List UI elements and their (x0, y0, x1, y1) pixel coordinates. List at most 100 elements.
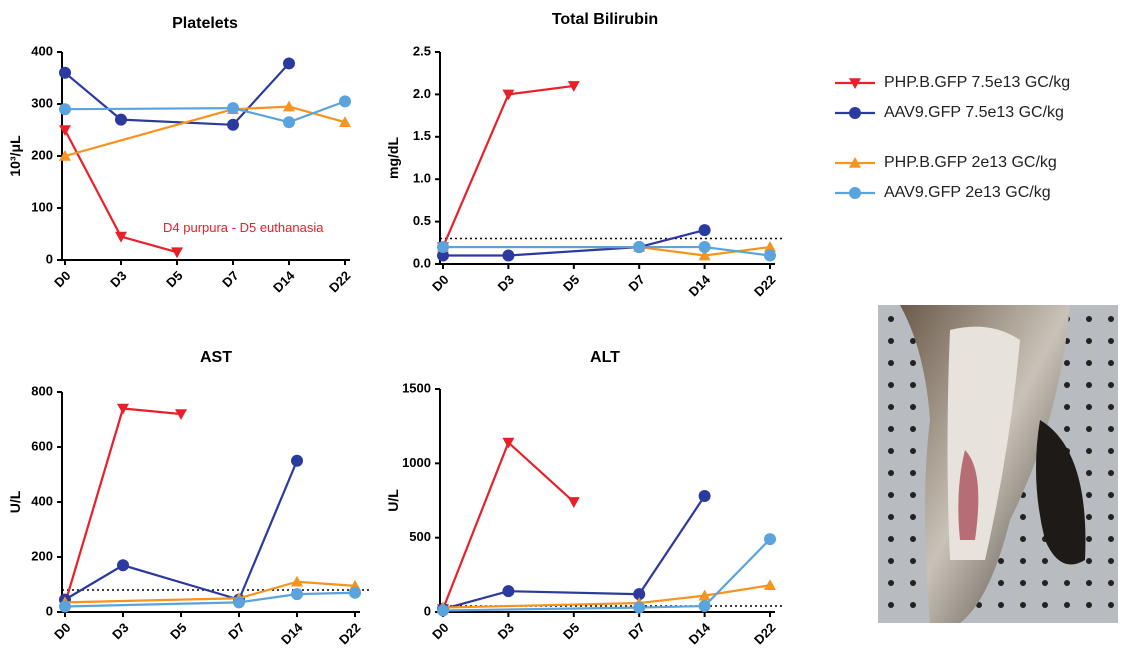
series-segment (508, 86, 573, 94)
y-tick-label: 600 (31, 438, 53, 453)
marker (291, 588, 303, 600)
marker (227, 102, 239, 114)
y-tick-label: 100 (31, 199, 53, 214)
series-segment (443, 603, 639, 607)
x-tick-label: D3 (495, 620, 517, 642)
series-segment (508, 443, 573, 502)
series-segment (443, 608, 639, 611)
series-segment (639, 496, 704, 594)
photo (878, 305, 1118, 623)
figure: Platelets 10³/μL 0 100 200 300 400 D0 D3 D5 D7 D14 D… (0, 0, 1124, 653)
x-tick-label: D14 (686, 271, 714, 299)
chart-title: AST (200, 349, 232, 366)
series-segment (297, 582, 355, 586)
marker (171, 247, 183, 258)
series-segment (65, 108, 233, 109)
legend-entry: AAV9.GFP 2e13 GC/kg (835, 184, 1051, 201)
legend-marker (849, 187, 861, 199)
marker (227, 119, 239, 131)
marker (764, 533, 776, 545)
y-tick-label: 1.5 (413, 128, 431, 143)
x-tick-label: D5 (560, 620, 582, 642)
x-tick-label: D7 (225, 620, 247, 642)
marker (117, 559, 129, 571)
marker (633, 602, 645, 614)
legend-label: AAV9.GFP 7.5e13 GC/kg (884, 104, 1064, 121)
marker (699, 600, 711, 612)
marker (349, 587, 361, 599)
y-tick-label: 0 (46, 603, 53, 618)
legend-entry: PHP.B.GFP 7.5e13 GC/kg (835, 74, 1070, 91)
x-tick-label: D14 (270, 267, 298, 295)
series-segment (443, 94, 508, 247)
x-tick-label: D0 (51, 268, 73, 290)
y-tick-label: 300 (31, 95, 53, 110)
x-tick-label: D7 (219, 268, 241, 290)
chart: ASTU/L0200400600800D0D3D5D7D14D22 (7, 349, 370, 647)
annotation: D4 purpura - D5 euthanasia (163, 220, 324, 235)
x-tick-label: D14 (278, 619, 306, 647)
marker (59, 67, 71, 79)
marker (283, 116, 295, 128)
marker (437, 605, 449, 617)
y-tick-label: 0.0 (413, 255, 431, 270)
y-tick-label: 0 (424, 603, 431, 618)
series-segment (639, 596, 704, 603)
series-segment (65, 409, 123, 604)
series-segment (233, 107, 289, 110)
series-segment (705, 539, 770, 606)
series-segment (65, 109, 233, 156)
series-segment (65, 73, 121, 120)
y-tick-label: 0 (46, 251, 53, 266)
series-segment (65, 130, 121, 237)
marker (699, 490, 711, 502)
marker (633, 241, 645, 253)
series-segment (65, 565, 123, 599)
legend-marker (849, 107, 861, 119)
marker (764, 579, 776, 590)
y-tick-label: 400 (31, 43, 53, 58)
y-tick-label: 1000 (402, 455, 431, 470)
legend-label: AAV9.GFP 2e13 GC/kg (884, 184, 1051, 201)
y-axis-label: 10³/μL (7, 135, 23, 177)
x-tick-label: D0 (429, 272, 451, 294)
series-segment (297, 593, 355, 594)
x-tick-label: D5 (163, 268, 185, 290)
marker (502, 250, 514, 262)
series-segment (123, 565, 239, 599)
chart: Platelets 10³/μL 0 100 200 300 400 D0 D3 D5 D7 D14 D… (7, 15, 354, 295)
y-axis-label: mg/dL (385, 137, 401, 179)
x-tick-label: D5 (560, 272, 582, 294)
y-tick-label: 2.5 (413, 43, 431, 58)
x-tick-label: D14 (686, 619, 714, 647)
y-tick-label: 500 (409, 529, 431, 544)
series-segment (639, 247, 704, 255)
series-segment (65, 598, 239, 602)
legend-entry: PHP.B.GFP 2e13 GC/kg (835, 154, 1057, 171)
legend-entry: AAV9.GFP 7.5e13 GC/kg (835, 104, 1064, 121)
marker (283, 57, 295, 69)
x-tick-label: D22 (336, 620, 363, 647)
marker (764, 250, 776, 262)
marker (502, 585, 514, 597)
series-segment (239, 461, 297, 600)
marker (59, 125, 71, 136)
y-axis-label: U/L (385, 489, 401, 512)
x-tick-label: D5 (167, 620, 189, 642)
series-segment (639, 230, 704, 247)
x-tick-label: D3 (109, 620, 131, 642)
marker (339, 95, 351, 107)
y-tick-label: 200 (31, 147, 53, 162)
marker (233, 596, 245, 608)
chart-title: Total Bilirubin (552, 11, 658, 28)
series-segment (121, 237, 177, 253)
y-tick-label: 400 (31, 493, 53, 508)
marker (437, 241, 449, 253)
chart-title: Platelets (172, 15, 238, 32)
series-segment (123, 409, 181, 415)
marker (59, 601, 71, 613)
x-tick-label: D3 (107, 268, 129, 290)
x-tick-label: D3 (495, 272, 517, 294)
marker (568, 497, 580, 508)
series-segment (65, 602, 239, 606)
